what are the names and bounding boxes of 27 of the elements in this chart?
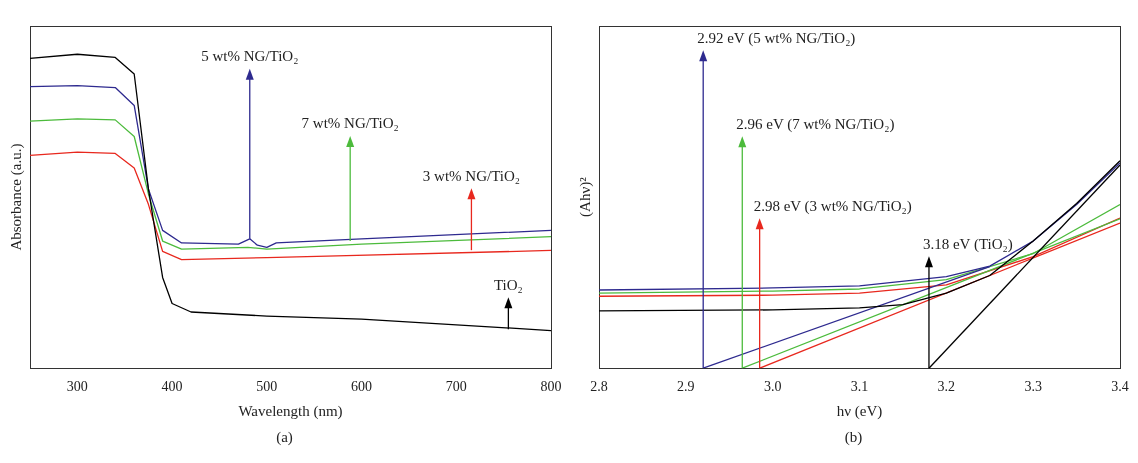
annotation: 2.98 eV (3 wt% NG/TiO₂)	[753, 197, 912, 215]
annotation: 3 wt% NG/TiO₂	[422, 167, 521, 184]
x-tick-label: 400	[161, 379, 183, 395]
x-tick-label: 3.0	[763, 379, 782, 395]
x-tick-label: 300	[66, 379, 88, 395]
x-tick-label: 3.4	[1111, 379, 1129, 395]
annotation: 3.18 eV (TiO₂)	[922, 235, 1013, 253]
y-axis-title: Absorbance (a.u.)	[7, 143, 25, 251]
annotation: 7 wt% NG/TiO₂	[301, 115, 399, 132]
x-tick-label: 2.8	[590, 379, 608, 395]
text: (a)	[275, 429, 294, 446]
annotation: 2.96 eV (7 wt% NG/TiO₂)	[736, 115, 895, 133]
annotation: 5 wt% NG/TiO₂	[201, 48, 299, 65]
x-tick-label: 700	[445, 379, 467, 395]
x-tick-label: 800	[540, 379, 562, 395]
x-tick-label: 500	[256, 379, 278, 395]
x-tick-label: 3.1	[850, 379, 869, 395]
y-axis-title: (Ahν)²	[576, 176, 594, 217]
x-tick-label: 2.9	[677, 379, 695, 395]
x-tick-label: 3.2	[937, 379, 956, 395]
annotation: TiO₂	[493, 276, 523, 293]
x-axis-title: hν (eV)	[836, 402, 883, 420]
x-axis-title: Wavelength (nm)	[238, 402, 343, 420]
annotation: 2.92 eV (5 wt% NG/TiO₂)	[697, 29, 856, 47]
text: (b)	[843, 429, 864, 446]
x-tick-label: 600	[351, 379, 373, 395]
x-tick-label: 3.3	[1024, 379, 1042, 395]
